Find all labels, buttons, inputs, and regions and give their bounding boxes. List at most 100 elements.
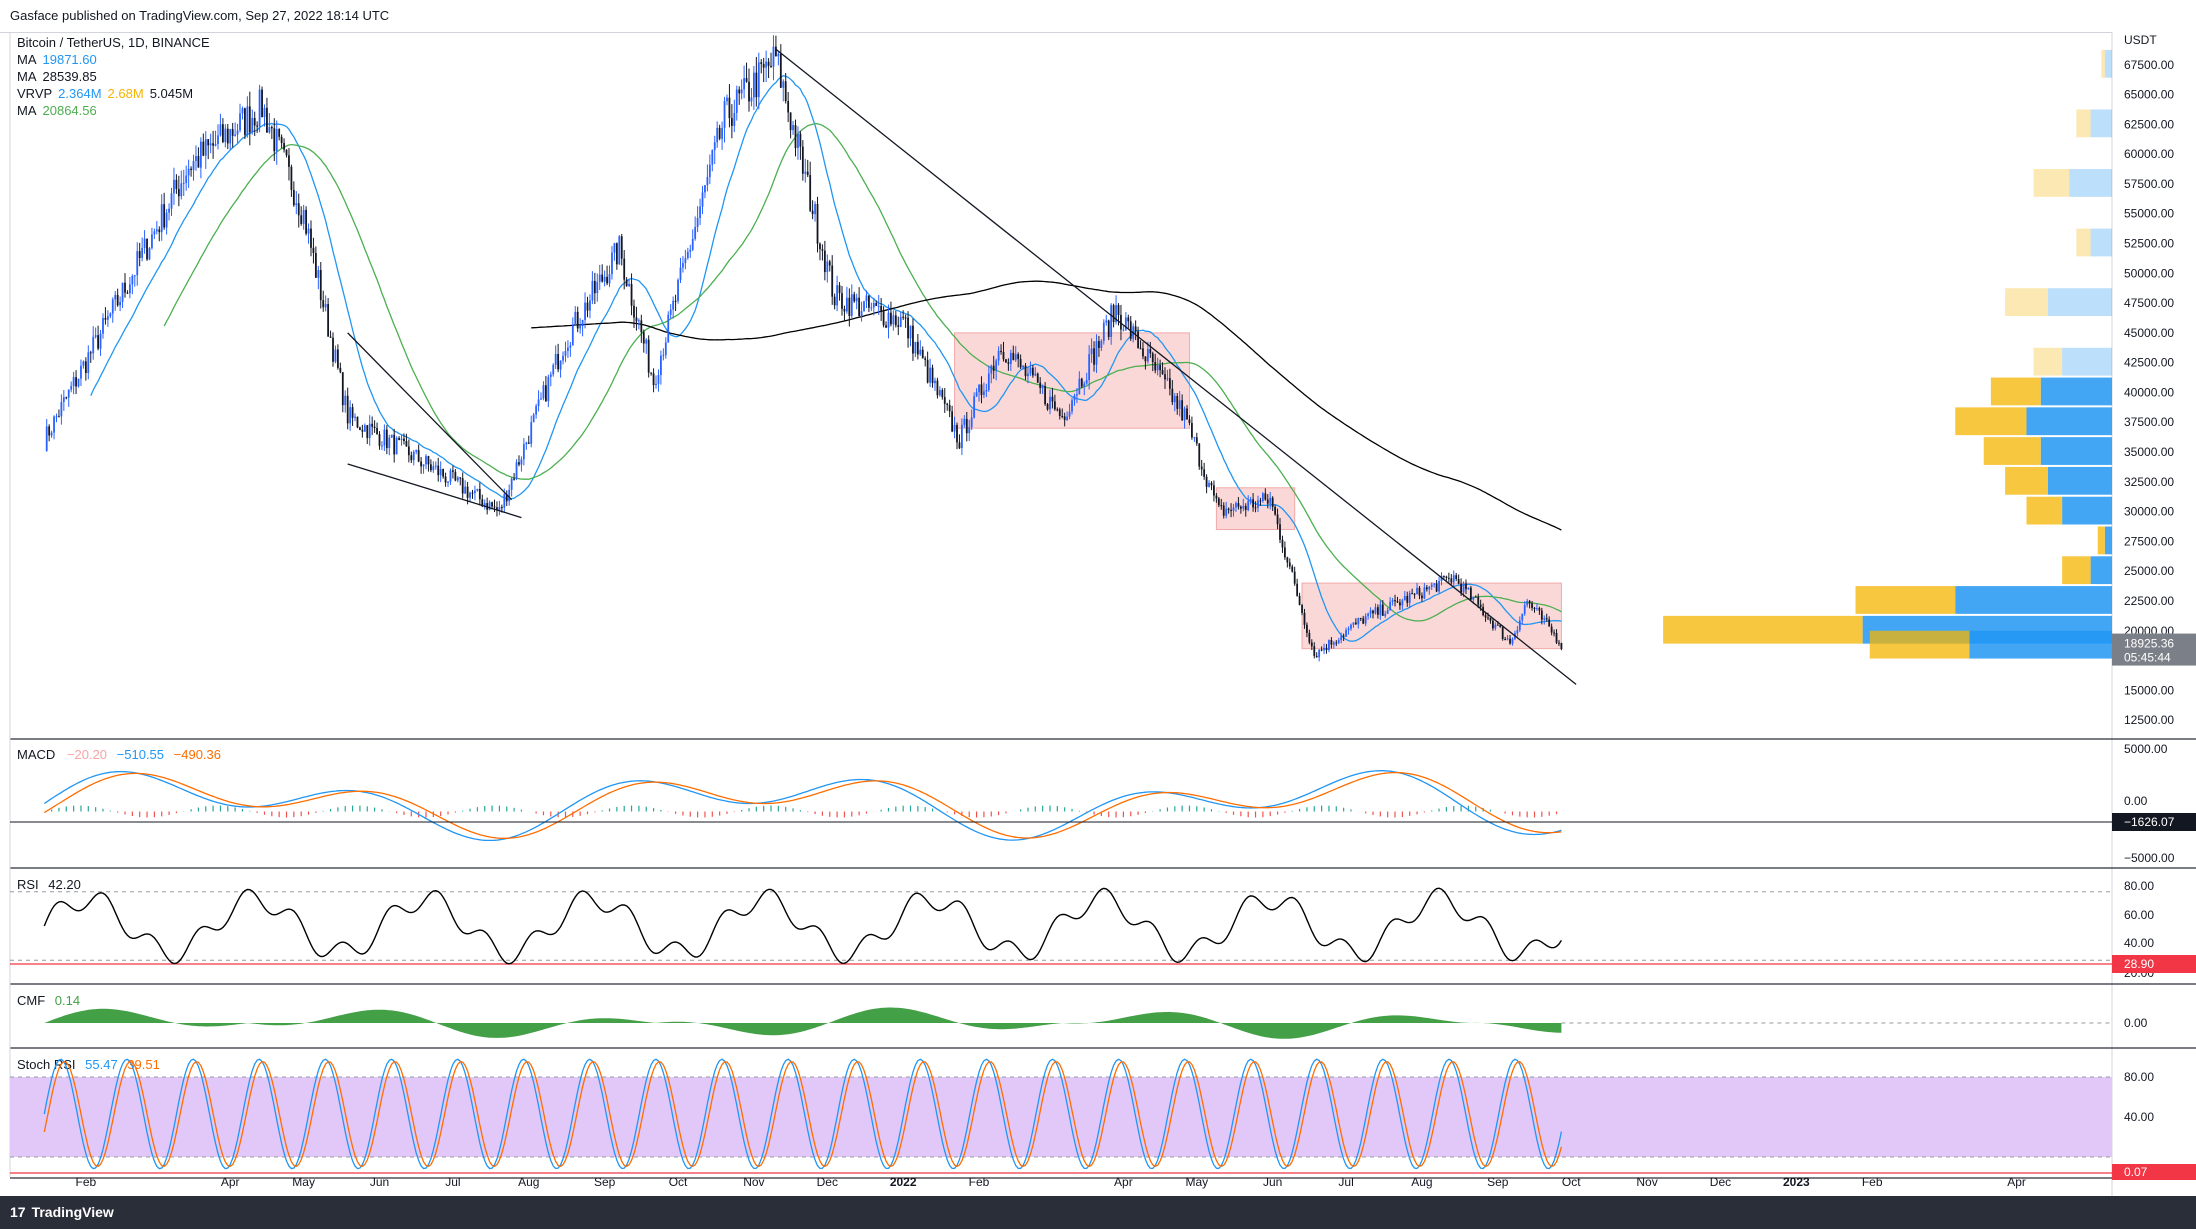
candle-body (630, 283, 633, 306)
candle-body (522, 444, 525, 460)
cmf-label[interactable]: CMF (17, 993, 46, 1008)
candle-body (814, 203, 816, 215)
price-axis[interactable]: USDT 67500.00 65000.00 62500.00 60000.00 5750… (2112, 33, 2196, 1180)
candle-body (1235, 503, 1237, 508)
candle-body (439, 469, 442, 476)
candle-body (554, 353, 557, 365)
candle-body (141, 247, 144, 258)
time-tick-label: Jun (370, 1175, 389, 1189)
time-tick-label: Feb (969, 1175, 990, 1189)
candle-body (219, 124, 222, 136)
candle-body (826, 261, 829, 273)
candle-body (1222, 505, 1225, 516)
candle-body (302, 209, 305, 224)
time-tick-label: Jun (1263, 1175, 1282, 1189)
candle-body (1521, 613, 1524, 621)
candle-body (1161, 370, 1164, 375)
tradingview-logo[interactable]: 17 TradingView (10, 1204, 114, 1220)
candle-body (62, 397, 65, 403)
candle-body (1438, 580, 1440, 592)
candle-body (1332, 642, 1335, 645)
candle-body (1261, 493, 1264, 502)
macd-label[interactable]: MACD (17, 747, 56, 762)
time-axis[interactable]: Feb Apr May Jun Jul Aug Sep Oct Nov Dec 2022 Feb Apr… (76, 1175, 2026, 1189)
time-tick-label: Oct (669, 1175, 688, 1189)
candle-body (45, 426, 48, 451)
candle-body (190, 168, 192, 170)
candle-body (1115, 305, 1117, 323)
candle-body (1354, 622, 1357, 625)
ma2-label[interactable]: MA (17, 69, 37, 84)
candle-body (838, 285, 841, 294)
candle-body (987, 373, 990, 390)
candle-body (1374, 607, 1377, 614)
candle-body (730, 118, 733, 126)
vrvp-label[interactable]: VRVP (17, 86, 53, 101)
candle-body (965, 418, 968, 434)
cmf-value: 0.14 (54, 993, 81, 1008)
candle-body (1330, 640, 1333, 645)
stoch-d-line (43, 1060, 1563, 1168)
candle-body (133, 275, 136, 277)
candle-body (897, 325, 900, 327)
candle-body (217, 135, 219, 145)
ma3-label[interactable]: MA (17, 103, 37, 118)
candle-body (1215, 495, 1218, 499)
stoch-label[interactable]: Stoch RSI (17, 1057, 76, 1072)
candle-body (1499, 625, 1502, 628)
candle-body (124, 282, 126, 293)
candle-body (1487, 617, 1489, 619)
candle-body (488, 502, 491, 510)
candle-body (1406, 595, 1409, 603)
vrvp-down-bar (2076, 228, 2091, 257)
ma-slow-line (531, 280, 1562, 531)
candle-body (1203, 469, 1206, 477)
symbol-title[interactable]: Bitcoin / TetherUS, 1D, BINANCE (17, 35, 210, 50)
candle-body (400, 438, 403, 440)
rsi-label[interactable]: RSI (17, 877, 39, 892)
candle-body (721, 127, 723, 139)
candle-body (586, 302, 589, 311)
candle-body (1430, 584, 1433, 587)
candle-body (652, 373, 655, 386)
candle-body (980, 384, 983, 395)
price-tick-label: 35000.00 (2124, 445, 2174, 459)
candle-body (214, 144, 217, 146)
candle-body (510, 478, 513, 490)
price-tick-label: 25000.00 (2124, 564, 2174, 578)
chart-canvas[interactable]: USDT 67500.00 65000.00 62500.00 60000.00 5750… (0, 0, 2196, 1196)
candle-body (163, 204, 166, 228)
ma1-label[interactable]: MA (17, 52, 37, 67)
candle-body (1376, 607, 1379, 615)
vrvp-down-bar (2005, 288, 2048, 316)
candle-body (591, 280, 594, 301)
candle-body (395, 437, 398, 455)
candle-body (275, 129, 278, 152)
candle-body (868, 295, 870, 308)
candle-body (1090, 348, 1093, 355)
rsi-badge (2112, 955, 2196, 973)
candle-body (518, 462, 520, 465)
candle-body (1396, 601, 1399, 603)
candle-body (1279, 524, 1281, 540)
candle-body (806, 171, 809, 176)
candle-body (493, 506, 496, 508)
time-tick-label: Apr (221, 1175, 240, 1189)
candle-body (1274, 506, 1277, 515)
candle-body (958, 442, 961, 449)
candle-body (674, 300, 677, 302)
candle-body (339, 367, 342, 373)
candle-body (87, 352, 90, 374)
candle-body (1200, 466, 1203, 470)
candle-body (508, 489, 511, 502)
candle-body (1080, 378, 1083, 387)
candle-body (491, 502, 493, 507)
candle-body (745, 78, 748, 82)
candle-body (515, 462, 518, 479)
vrvp-up-bar (2040, 437, 2112, 465)
candle-body (500, 507, 503, 509)
candle-body (199, 141, 202, 168)
stoch-badge (2112, 1164, 2196, 1180)
candle-body (354, 416, 356, 418)
vrvp-down-bar (2033, 169, 2070, 197)
